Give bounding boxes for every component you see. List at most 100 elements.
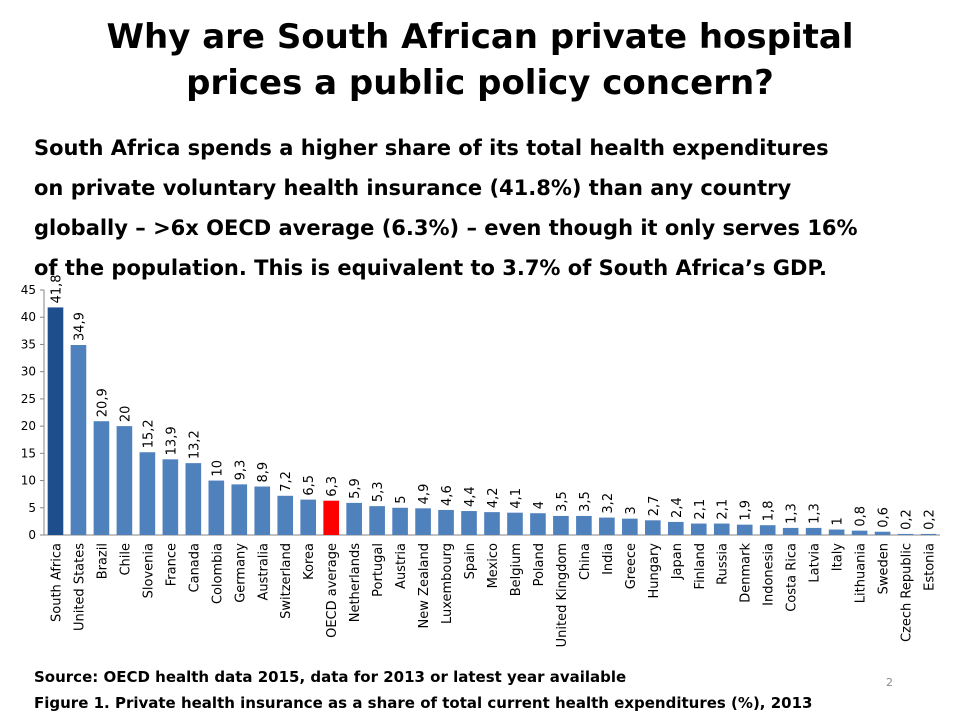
bar (438, 509, 454, 535)
category-label: Mexico (486, 543, 501, 588)
data-label: 7,2 (279, 471, 294, 492)
data-label: 5,9 (348, 478, 363, 499)
bar (690, 523, 707, 535)
category-label: OECD average (325, 543, 340, 638)
category-label: Switzerland (279, 543, 294, 619)
y-tick-label: 35 (21, 337, 36, 351)
category-label: Luxembourg (440, 543, 455, 624)
bar (47, 307, 64, 535)
category-label: Austria (394, 543, 409, 589)
bar (553, 515, 569, 535)
bar (759, 525, 776, 535)
bar (920, 533, 937, 535)
bar (139, 452, 156, 535)
figure-caption: Figure 1. Private health insurance as a … (34, 694, 813, 712)
data-label: 2,7 (647, 496, 662, 517)
category-label: Germany (233, 543, 248, 603)
data-label: 0,2 (923, 509, 938, 530)
data-label: 9,3 (233, 460, 248, 481)
category-label: Lithuania (854, 543, 869, 603)
data-label: 0,2 (900, 509, 915, 530)
bar (323, 500, 339, 535)
data-label: 3 (624, 506, 639, 514)
data-label: 41,8 (49, 274, 64, 303)
bar (254, 486, 271, 535)
data-label: 4,1 (509, 488, 524, 509)
category-label: Colombia (210, 543, 225, 604)
bar (667, 521, 684, 535)
data-label: 13,9 (164, 426, 179, 455)
category-label: Czech Republic (900, 543, 915, 642)
category-label: Netherlands (348, 543, 363, 622)
data-label: 15,2 (141, 419, 156, 448)
title-line-2: prices a public policy concern? (186, 63, 774, 103)
category-label: Japan (670, 543, 685, 580)
category-label: Italy (831, 543, 846, 572)
bar (599, 517, 615, 535)
data-label: 1,9 (739, 500, 754, 521)
category-label: Latvia (808, 543, 823, 583)
bar (208, 480, 225, 535)
data-label: 5,3 (371, 481, 386, 502)
subtitle-line-1: South Africa spends a higher share of it… (34, 136, 829, 160)
data-label: 3,5 (578, 491, 593, 512)
data-label: 3,2 (601, 493, 616, 514)
subtitle-line-2: on private voluntary health insurance (4… (34, 176, 792, 200)
bar (874, 531, 891, 535)
bar (736, 524, 753, 535)
bar (116, 426, 133, 535)
bar (897, 533, 914, 535)
category-label: Portugal (371, 543, 386, 597)
category-label: Indonesia (762, 543, 777, 606)
data-label: 1 (831, 517, 846, 525)
category-label: South Africa (49, 543, 64, 622)
data-label: 10 (210, 460, 225, 477)
bar (185, 463, 202, 535)
subtitle-line-4: of the population. This is equivalent to… (34, 256, 827, 280)
bar (828, 529, 845, 535)
category-label: China (578, 543, 593, 580)
category-label: Poland (532, 543, 547, 586)
bar (346, 502, 362, 535)
category-label: Costa Rica (785, 543, 800, 612)
category-label: Brazil (95, 543, 110, 579)
category-label: France (164, 543, 179, 586)
bar (461, 511, 477, 535)
bar (851, 530, 868, 535)
y-tick-label: 0 (28, 528, 36, 542)
y-tick-label: 15 (21, 446, 36, 460)
data-label: 1,3 (808, 503, 823, 524)
data-label: 20,9 (95, 388, 110, 417)
category-label: Russia (716, 543, 731, 585)
bar (530, 513, 546, 535)
category-label: Sweden (877, 543, 892, 594)
y-tick-label: 10 (21, 474, 36, 488)
bar (713, 523, 730, 535)
bar (70, 344, 87, 535)
subtitle-line-3: globally – >6x OECD average (6.3%) – eve… (34, 216, 858, 240)
title-line-1: Why are South African private hospital (106, 17, 854, 57)
data-label: 13,2 (187, 430, 202, 459)
y-tick-label: 5 (28, 501, 36, 515)
bar (415, 508, 431, 535)
data-label: 34,9 (72, 312, 87, 341)
bar (622, 518, 638, 535)
category-label: Korea (302, 543, 317, 580)
category-label: United Kingdom (555, 543, 570, 647)
data-label: 5 (394, 495, 409, 503)
bar (392, 507, 408, 535)
data-label: 6,5 (302, 475, 317, 496)
category-label: Hungary (647, 543, 662, 599)
source-note: Source: OECD health data 2015, data for … (34, 668, 627, 686)
data-label: 8,9 (256, 462, 271, 483)
y-tick-label: 25 (21, 392, 36, 406)
category-label: Chile (118, 543, 133, 576)
data-label: 0,6 (877, 507, 892, 528)
data-label: 20 (118, 406, 133, 423)
data-label: 4,9 (417, 484, 432, 505)
slide-title: Why are South African private hospital p… (0, 14, 960, 106)
bar (93, 421, 110, 535)
data-label: 6,3 (325, 476, 340, 497)
y-tick-label: 30 (21, 365, 36, 379)
